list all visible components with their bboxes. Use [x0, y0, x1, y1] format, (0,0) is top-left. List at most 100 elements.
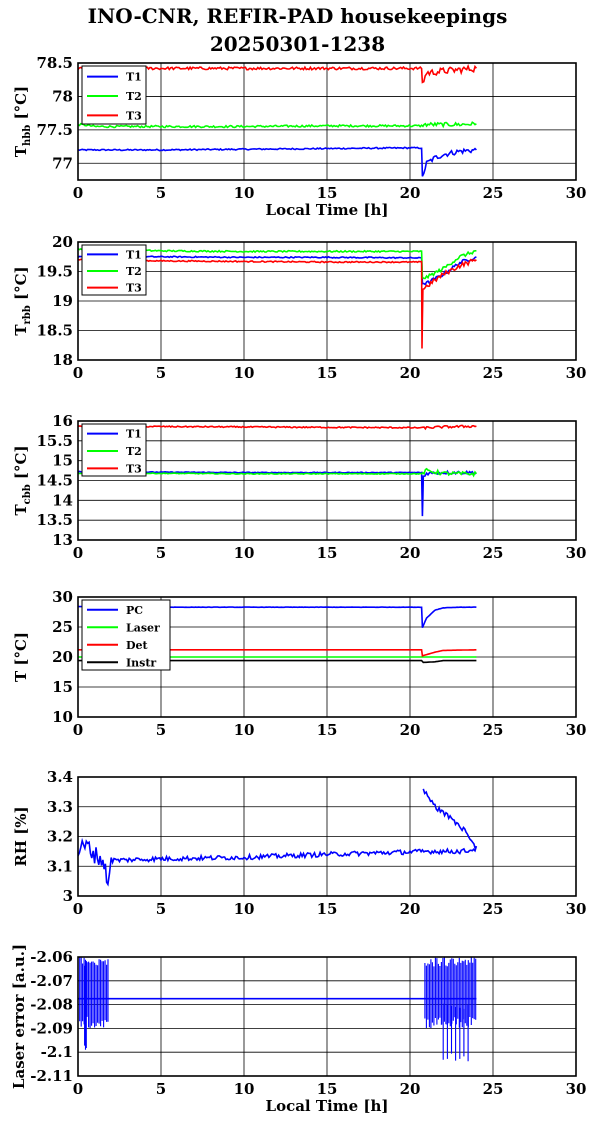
- chart-panel-1: 0 5 10 15 20 25 30 77 77.5 78 78.5 Local Time [h] Th…: [12, 54, 586, 219]
- y-tick-label: 20: [52, 648, 73, 666]
- x-tick-label: 20: [400, 1080, 421, 1098]
- chart-panel-4: 0 5 10 15 20 25 30 10 15 20 25 30 T [°C] PC Laser Det In…: [12, 588, 586, 739]
- x-tick-label: 0: [73, 364, 83, 382]
- y-tick-label: 19.5: [36, 263, 73, 281]
- y-tick-label: 15: [52, 452, 73, 470]
- x-tick-label: 20: [400, 721, 421, 739]
- y-axis-label: RH [%]: [12, 806, 30, 866]
- series-line-t1: [78, 469, 477, 517]
- x-tick-label: 10: [234, 364, 255, 382]
- legend-label-t1: T1: [126, 248, 142, 261]
- y-tick-label: 15: [52, 678, 73, 696]
- legend-box: [81, 599, 171, 671]
- y-axis-label: T [°C]: [12, 632, 30, 682]
- x-tick-label: 10: [234, 900, 255, 918]
- x-tick-label: 15: [317, 1080, 338, 1098]
- series-spikes: [424, 957, 477, 1028]
- y-tick-label: 78.5: [36, 54, 73, 72]
- y-tick-label: 20: [52, 233, 73, 251]
- x-tick-label: 30: [566, 1080, 587, 1098]
- x-tick-label: 10: [234, 544, 255, 562]
- legend-label-t1: T1: [126, 428, 142, 441]
- x-tick-label: 20: [400, 900, 421, 918]
- y-tick-label: 15.5: [36, 432, 73, 450]
- series-group: [78, 957, 477, 1062]
- legend-label-t2: T2: [126, 90, 142, 103]
- x-tick-label: 0: [73, 1080, 83, 1098]
- x-tick-label: 15: [317, 184, 338, 202]
- x-tick-label: 10: [234, 184, 255, 202]
- x-tick-label: 30: [566, 184, 587, 202]
- legend-label-t1: T1: [126, 71, 142, 84]
- legend: PC Laser Det Instr: [81, 599, 171, 671]
- plot-frame: [77, 420, 577, 541]
- y-tick-label: 3.4: [47, 768, 73, 786]
- chart-panel-5: 0 5 10 15 20 25 30 3 3.1 3.2 3.3 3.4 RH [%]: [12, 768, 586, 918]
- x-tick-label: 20: [400, 364, 421, 382]
- x-tick-label: 10: [234, 721, 255, 739]
- y-tick-label: -2.09: [30, 1019, 73, 1037]
- x-tick-label: 30: [566, 364, 587, 382]
- x-tick-label: 25: [483, 721, 504, 739]
- y-tick-label: 16: [52, 412, 73, 430]
- y-tick-label: 3.1: [47, 857, 73, 875]
- y-tick-label: 13: [52, 531, 73, 549]
- legend-label-t2: T2: [126, 445, 142, 458]
- series-line-t1: [78, 146, 477, 177]
- y-tick-label: 25: [52, 618, 73, 636]
- x-tick-label: 25: [483, 544, 504, 562]
- x-tick-label: 5: [156, 721, 166, 739]
- y-tick-label: -2.07: [30, 972, 73, 990]
- y-tick-label: 78: [52, 87, 73, 105]
- y-axis-label: Trbb [°C]: [12, 266, 33, 335]
- series-line-data: [78, 788, 478, 887]
- x-tick-label: 20: [400, 184, 421, 202]
- y-tick-label: 77: [52, 154, 73, 172]
- legend: T1 T2 T3: [81, 423, 147, 477]
- legend-label-t2: T2: [126, 265, 142, 278]
- x-tick-label: 20: [400, 544, 421, 562]
- y-tick-label: 18.5: [36, 322, 73, 340]
- legend-label-t3: T3: [126, 109, 142, 122]
- y-axis-label: Laser error [a.u.]: [10, 944, 28, 1089]
- x-tick-label: 5: [156, 364, 166, 382]
- legend-label-pc: PC: [126, 604, 143, 617]
- x-tick-label: 15: [317, 721, 338, 739]
- legend-label-t3: T3: [126, 282, 142, 295]
- legend-label-det: Det: [126, 639, 149, 652]
- x-tick-label: 5: [156, 900, 166, 918]
- x-tick-label: 0: [73, 184, 83, 202]
- legend: T1 T2 T3: [81, 244, 147, 296]
- y-tick-label: 3.2: [47, 828, 73, 846]
- y-tick-label: 18: [52, 351, 73, 369]
- x-tick-label: 15: [317, 544, 338, 562]
- plot-frame: [77, 596, 577, 718]
- x-axis-label: Local Time [h]: [266, 201, 389, 219]
- plot-frame: [77, 776, 577, 897]
- series-line-t2: [78, 121, 477, 129]
- series-spikes: [442, 1003, 469, 1062]
- chart-title-line2: 20250301-1238: [209, 32, 386, 56]
- y-tick-label: 14: [52, 491, 73, 509]
- legend-label-instr: Instr: [126, 656, 156, 669]
- x-tick-label: 25: [483, 900, 504, 918]
- x-tick-label: 15: [317, 900, 338, 918]
- plot-frame: [77, 241, 577, 361]
- x-tick-label: 30: [566, 721, 587, 739]
- y-tick-label: 19: [52, 292, 73, 310]
- y-tick-label: -2.08: [30, 996, 73, 1014]
- y-tick-label: 77.5: [36, 121, 73, 139]
- x-tick-label: 10: [234, 1080, 255, 1098]
- y-axis-label: Tcbb [°C]: [12, 445, 33, 515]
- x-axis-label: Local Time [h]: [266, 1097, 389, 1115]
- legend: T1 T2 T3: [81, 65, 147, 125]
- x-tick-label: 25: [483, 1080, 504, 1098]
- plot-frame: [77, 956, 577, 1077]
- series-spikes: [79, 957, 109, 1028]
- series-spikes: [84, 959, 87, 1050]
- y-tick-label: 13.5: [36, 511, 73, 529]
- y-tick-label: 3: [63, 887, 73, 905]
